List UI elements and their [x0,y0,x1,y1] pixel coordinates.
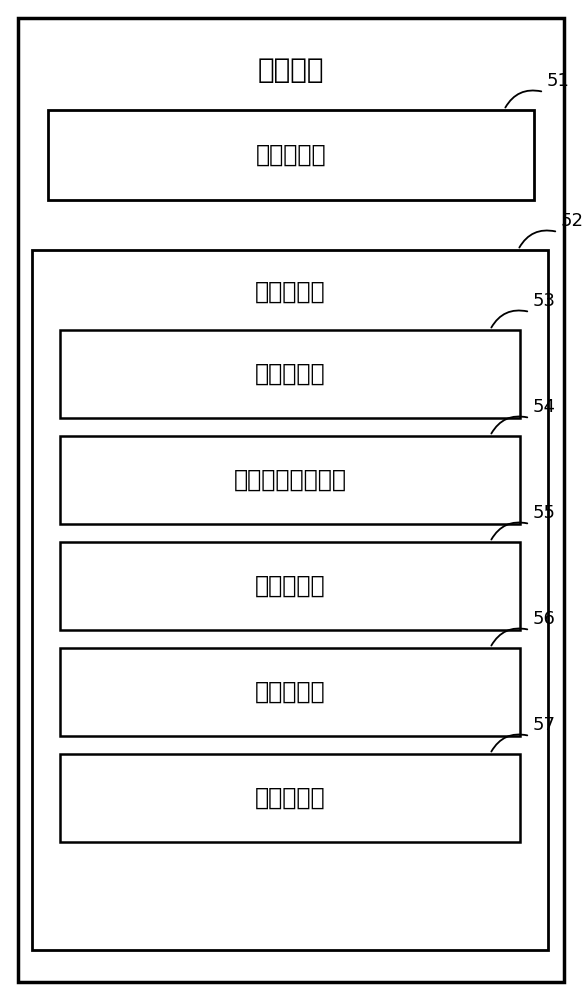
Text: 补偿电路: 补偿电路 [258,56,324,84]
Text: 52: 52 [561,212,582,230]
Text: 定时补偿部: 定时补偿部 [255,786,325,810]
Text: 56: 56 [533,610,556,628]
Bar [60,754,520,842]
Text: 传感器输出取得部: 传感器输出取得部 [233,468,346,492]
Bar [60,436,520,524]
Bar [60,648,520,736]
Bar [60,330,520,418]
Text: 53: 53 [533,292,556,310]
Bar [60,542,520,630]
Text: 51: 51 [547,72,570,90]
Text: 57: 57 [533,716,556,734]
Bar [48,110,534,200]
Text: 系数存储部: 系数存储部 [255,362,325,386]
Text: 温度取得部: 温度取得部 [255,143,327,167]
Bar [32,250,548,950]
Text: 55: 55 [533,504,556,522]
Text: 54: 54 [533,398,556,416]
Text: 差值计算部: 差值计算部 [255,574,325,598]
Text: 相位补偿部: 相位补偿部 [255,280,325,304]
Text: 相移计算部: 相移计算部 [255,680,325,704]
